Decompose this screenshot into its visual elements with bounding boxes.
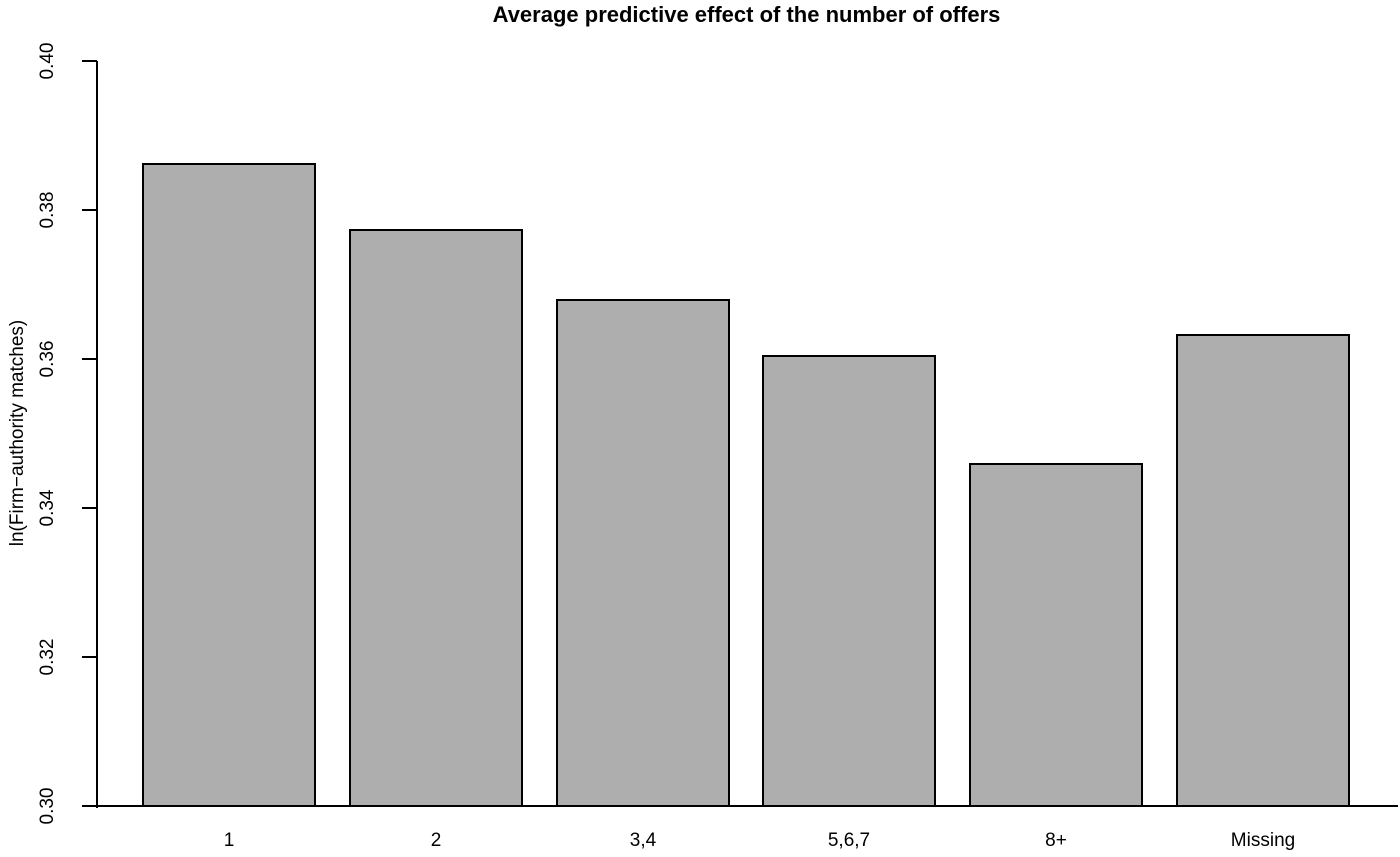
y-tick-label: 0.40 xyxy=(37,42,58,80)
bar-8+ xyxy=(969,463,1143,807)
bar-2 xyxy=(349,229,523,807)
bar-5,6,7 xyxy=(762,355,936,807)
y-tick-label: 0.32 xyxy=(37,638,58,676)
chart-title: Average predictive effect of the number … xyxy=(492,2,1001,27)
x-tick-label: 8+ xyxy=(1045,830,1067,851)
y-axis-label: ln(Firm−authority matches) xyxy=(7,319,28,547)
x-tick-label: Missing xyxy=(1230,830,1296,851)
y-tick-label: 0.36 xyxy=(37,340,58,378)
x-tick-label: 3,4 xyxy=(629,830,657,851)
x-tick-label: 5,6,7 xyxy=(827,830,871,851)
bar-1 xyxy=(142,163,316,807)
x-axis-line xyxy=(82,805,1398,807)
y-tick-mark xyxy=(82,805,97,807)
x-tick-label: 1 xyxy=(223,830,235,851)
y-tick-mark xyxy=(82,358,97,360)
y-tick-label: 0.34 xyxy=(37,489,58,527)
x-tick-label: 2 xyxy=(430,830,442,851)
y-tick-mark xyxy=(82,656,97,658)
bar-3,4 xyxy=(556,299,730,807)
y-tick-mark xyxy=(82,209,97,211)
y-axis-line xyxy=(96,61,98,808)
bar-Missing xyxy=(1176,334,1350,807)
y-tick-mark xyxy=(82,60,97,62)
y-tick-label: 0.30 xyxy=(37,787,58,825)
y-tick-mark xyxy=(82,507,97,509)
y-tick-label: 0.38 xyxy=(37,191,58,229)
